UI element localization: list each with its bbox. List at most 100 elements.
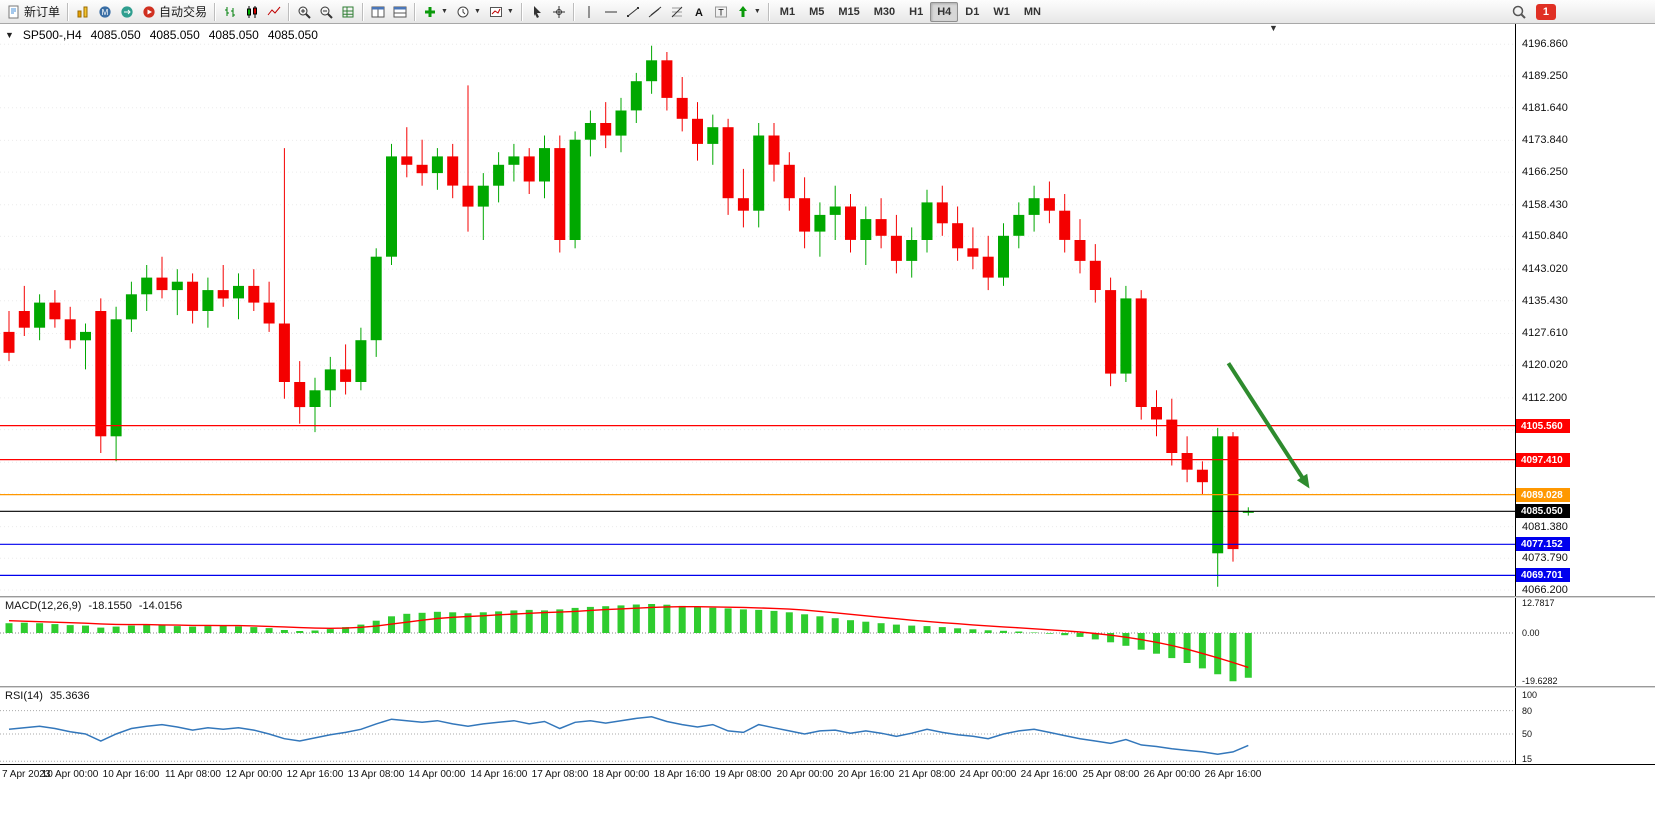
rsi-label: RSI(14) 35.3636 (5, 690, 90, 702)
trendline-button[interactable] (622, 1, 644, 22)
chart-wizard-button[interactable] (72, 1, 94, 22)
notification-badge[interactable]: 1 (1535, 3, 1556, 20)
macd-signal-line (8, 605, 1249, 669)
svg-text:A: A (695, 7, 703, 19)
candle-body (539, 148, 550, 182)
candle-body (982, 256, 994, 278)
candle-body (1227, 436, 1239, 550)
candle-body (294, 382, 306, 408)
bar-chart-button[interactable] (219, 1, 241, 22)
vertical-line-icon (582, 5, 596, 19)
auto-trading-button[interactable]: 自动交易 (138, 1, 211, 22)
candle-body (386, 156, 397, 257)
timeframe-m15-button[interactable]: M15 (838, 5, 860, 18)
pane-divider[interactable] (0, 686, 1655, 688)
chevron-down-icon[interactable]: ▼ (753, 8, 761, 15)
candle-body (829, 206, 841, 215)
pane-divider[interactable] (0, 596, 1655, 598)
cursor-button[interactable] (526, 1, 548, 22)
timeframe-mn-button[interactable]: MN (1023, 5, 1041, 18)
time-axis-label: 14 Apr 00:00 (408, 769, 466, 780)
line-chart-button[interactable] (263, 1, 285, 22)
toolbar-separator (67, 2, 70, 21)
macd-axis-label: 12.7817 (1522, 598, 1555, 608)
chevron-down-icon[interactable]: ▼ (473, 8, 481, 15)
price-axis-label: 4173.840 (1522, 134, 1568, 146)
rsi-axis-label: 50 (1522, 729, 1533, 739)
price-chart-plot[interactable] (0, 24, 1515, 596)
price-axis: 4196.860 4189.250 4181.640 4173.840 4166.250… (1515, 24, 1655, 596)
macd-value: -18.1550 (88, 600, 132, 612)
rsi-axis-label: 80 (1522, 706, 1533, 716)
new-order-button[interactable]: 新订单 (3, 1, 64, 22)
candle-body (707, 127, 719, 144)
auto-trading-icon (142, 5, 156, 19)
text-label-button[interactable]: T (710, 1, 732, 22)
mql-community-button[interactable]: M (94, 1, 116, 22)
candle-body (49, 302, 61, 320)
chart-shift-marker-icon[interactable]: ▼ (1269, 24, 1278, 33)
periods-button[interactable]: ▼ (452, 1, 485, 22)
candle-body (80, 331, 91, 341)
toolbar-separator (288, 2, 291, 21)
toolbar-separator (767, 2, 770, 21)
timeframe-d1-button[interactable]: D1 (965, 5, 980, 18)
time-axis-label: 13 Apr 08:00 (347, 769, 405, 780)
time-axis-label: 26 Apr 16:00 (1204, 769, 1262, 780)
candle-body (95, 311, 107, 437)
bar-chart-icon (223, 5, 237, 19)
text-label-icon: T (714, 5, 728, 19)
candle-body (447, 156, 459, 186)
timeframe-w1-button[interactable]: W1 (993, 5, 1010, 18)
tile-windows-vertical-button[interactable] (367, 1, 389, 22)
crosshair-icon (552, 5, 566, 19)
indicators-button[interactable]: ▼ (419, 1, 452, 22)
ohlc-high: 4085.050 (149, 28, 200, 42)
tile-windows-horizontal-button[interactable] (389, 1, 411, 22)
candle-body (998, 235, 1009, 278)
equidistant-channel-button[interactable] (644, 1, 666, 22)
search-icon[interactable] (1512, 5, 1526, 19)
candle-body (1151, 407, 1162, 420)
candlestick-chart-icon (245, 5, 259, 19)
timeframe-h4-button[interactable]: H4 (930, 1, 959, 22)
candle-body (217, 290, 229, 299)
timeframe-h1-button[interactable]: H1 (909, 5, 924, 18)
timeframe-m1-button[interactable]: M1 (779, 5, 796, 18)
rsi-plot[interactable] (0, 688, 1515, 764)
candle-body (554, 148, 566, 240)
candle-body (1242, 511, 1254, 513)
tile-grid-button[interactable] (337, 1, 359, 22)
rsi-axis-label: 100 (1522, 690, 1538, 700)
zoom-out-button[interactable] (315, 1, 337, 22)
price-line-label: 4097.410 (1516, 453, 1570, 467)
text-button[interactable]: A (688, 1, 710, 22)
candle-body (630, 81, 642, 111)
arrow-annotation[interactable] (1226, 362, 1308, 485)
crosshair-button[interactable] (548, 1, 570, 22)
macd-plot[interactable] (0, 598, 1515, 686)
time-axis-label: 25 Apr 08:00 (1082, 769, 1140, 780)
templates-button[interactable]: ▼ (485, 1, 518, 22)
refresh-button[interactable] (116, 1, 138, 22)
cursor-icon (530, 5, 544, 19)
horizontal-line-button[interactable] (600, 1, 622, 22)
chevron-down-icon[interactable]: ▼ (506, 8, 514, 15)
zoom-in-button[interactable] (293, 1, 315, 22)
vertical-line-button[interactable] (578, 1, 600, 22)
time-axis[interactable]: 7 Apr 2023 10 Apr 00:00 10 Apr 16:00 11 Apr… (0, 764, 1655, 784)
candlestick-chart-button[interactable] (241, 1, 263, 22)
macd-axis-label: -19.6282 (1522, 676, 1558, 686)
new-order-label: 新订单 (24, 5, 61, 19)
chevron-down-icon[interactable]: ▼ (441, 8, 448, 15)
timeframe-m30-button[interactable]: M30 (873, 5, 896, 18)
tile-windows-horizontal-icon (393, 5, 407, 19)
time-axis-label: 20 Apr 00:00 (776, 769, 834, 780)
arrows-button[interactable]: ▼ (732, 1, 765, 22)
price-pane: ▼ SP500-,H4 4085.050 4085.050 4085.050 4… (0, 24, 1655, 596)
trendline-icon (626, 5, 640, 19)
fibonacci-retracement-button[interactable] (666, 1, 688, 22)
time-axis-label: 12 Apr 00:00 (225, 769, 283, 780)
one-click-trading-toggle[interactable]: ▼ (5, 30, 14, 40)
timeframe-m5-button[interactable]: M5 (809, 5, 825, 18)
